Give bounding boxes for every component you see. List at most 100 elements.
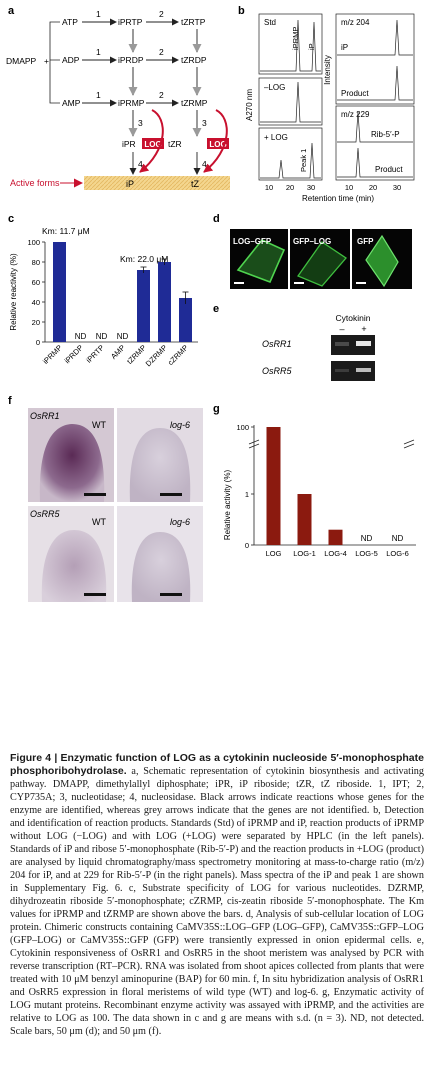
- active-forms-band: [84, 176, 230, 190]
- num-3-a: 3: [138, 118, 143, 128]
- hplc-minus-trace: [260, 81, 321, 123]
- g-nd-label: ND: [392, 534, 404, 543]
- gel-osrr1-label: OsRR1: [262, 339, 292, 349]
- plus-sign: +: [44, 56, 49, 66]
- node-iprdp: iPRDP: [118, 55, 144, 65]
- figure-caption: Figure 4 | Enzymatic function of LOG as …: [10, 752, 424, 1038]
- band-osrr5-minus: [335, 369, 349, 372]
- panel-a-label: a: [8, 5, 15, 17]
- c-nd-label: ND: [96, 332, 108, 341]
- c-bar: [158, 262, 171, 342]
- node-tzrmp: tZRMP: [181, 98, 208, 108]
- ms-204-box: [335, 13, 415, 105]
- tissue-osrr1-log6: [129, 428, 191, 502]
- band-osrr5-plus: [356, 368, 371, 372]
- km-iprmp: Km: 11.7 μM: [42, 226, 90, 236]
- scale-bar-d1: [234, 282, 244, 284]
- insitu-osrr1-label: OsRR1: [30, 411, 60, 421]
- dmapp-bracket: [49, 21, 60, 104]
- c-ytick-label: 100: [27, 238, 40, 247]
- hplc-plus-box: [258, 127, 323, 181]
- panel-c-yticks: 0 20 40 60 80 100: [27, 238, 45, 347]
- hplc-plus-trace: [260, 142, 321, 179]
- g-category-label: LOG-5: [355, 549, 378, 558]
- gel-osrr5-label: OsRR5: [262, 366, 292, 376]
- panel-g-ylabel: Relative activity (%): [223, 470, 232, 541]
- tissue-osrr5-log6: [131, 532, 191, 602]
- panel-f: f OsRR1 OsRR5 WT log-6 WT log-6: [8, 395, 203, 602]
- g-category-label: LOG: [266, 549, 282, 558]
- ms-229-product-trace: [337, 147, 413, 178]
- band-osrr1-plus: [356, 341, 371, 346]
- node-iprmp: iPRMP: [118, 98, 145, 108]
- red-arrow-left: [139, 109, 164, 173]
- ms-tick-10: 10: [345, 183, 353, 192]
- ms-204-label: m/z 204: [341, 18, 370, 27]
- hplc-std-box: [258, 13, 323, 75]
- c-bar: [137, 270, 150, 342]
- cell-gfp: [365, 234, 399, 288]
- c-ytick-label: 0: [36, 338, 40, 347]
- g-ytick-label: 100: [236, 423, 249, 432]
- c-ytick-label: 20: [32, 318, 40, 327]
- log-box-right-label: LOG: [209, 140, 226, 149]
- panel-g-bars: LOG LOG-1 LOG-4 ND LOG-5 ND LOG-6: [266, 427, 409, 558]
- insitu-log6-label-1: log-6: [170, 420, 190, 430]
- insitu-osrr5-label: OsRR5: [30, 509, 60, 519]
- panel-f-label: f: [8, 395, 12, 407]
- c-bar: [179, 298, 192, 342]
- log-box-left: [142, 138, 164, 149]
- hplc-iprmp-label: iPRMP: [291, 27, 300, 50]
- insitu-wt-label-2: WT: [92, 517, 106, 527]
- g-category-label: LOG-1: [293, 549, 316, 558]
- g-bar: [266, 427, 281, 545]
- scale-bar-d3: [356, 282, 366, 284]
- scale-bar-f2: [160, 493, 182, 496]
- cell-log-gfp: [236, 239, 286, 284]
- ms-tick-20: 20: [369, 183, 377, 192]
- ms-229-box: [335, 105, 415, 181]
- c-category-label: iPRTP: [84, 343, 106, 365]
- node-iprtp: iPRTP: [118, 17, 143, 27]
- figure-panels: a DMAPP + ATP ADP AMP 1 1 1 iPRTP iPRDP …: [6, 5, 416, 602]
- hplc-std-trace: [260, 19, 321, 72]
- gfp-label-3: GFP: [357, 237, 374, 246]
- node-tz: tZ: [191, 179, 200, 189]
- c-ytick-label: 80: [32, 258, 40, 267]
- node-tzrtp: tZRTP: [181, 17, 206, 27]
- caption-body: a, Schematic representation of cytokinin…: [10, 766, 424, 1037]
- cytokinin-plus: +: [361, 324, 366, 334]
- hplc-tick-30: 30: [307, 183, 315, 192]
- axis-break-right: [403, 439, 415, 449]
- hplc-minus-label: –LOG: [264, 83, 285, 92]
- c-bar: [53, 242, 66, 342]
- caption-title: Figure 4 | Enzymatic function of LOG as …: [10, 752, 424, 777]
- ms-204-ip: iP: [341, 43, 348, 52]
- node-tzrdp: tZRDP: [181, 55, 207, 65]
- scale-bar-d2: [294, 282, 304, 284]
- g-bar: [297, 494, 312, 545]
- ms-229-rib: Rib-5′-P: [371, 130, 400, 139]
- ms-229-label: m/z 229: [341, 110, 370, 119]
- panel-b: b A270 nm Std iPRMP iP –LOG + LOG Peak 1…: [238, 5, 415, 203]
- g-nd-label: ND: [361, 534, 373, 543]
- red-arrow-right: [203, 109, 228, 173]
- c-ytick-label: 40: [32, 298, 40, 307]
- node-adp: ADP: [62, 55, 80, 65]
- c-category-label: AMP: [109, 343, 127, 361]
- num-3-b: 3: [202, 118, 207, 128]
- scale-bar-f3: [84, 593, 106, 596]
- num-2-a: 2: [159, 9, 164, 19]
- ms-229-product: Product: [375, 165, 403, 174]
- c-category-label: cZRMP: [166, 343, 190, 367]
- gel-osrr5: [331, 361, 375, 381]
- panel-c-label: c: [8, 213, 14, 225]
- ms-204-product: Product: [341, 89, 369, 98]
- num-2-c: 2: [159, 90, 164, 100]
- ms-ylabel: Intensity: [323, 55, 332, 85]
- panel-d: d LOG–GFP GFP–LOG GFP: [213, 213, 412, 289]
- tissue-osrr1-wt: [39, 424, 105, 502]
- cell-gfp-log: [297, 241, 347, 287]
